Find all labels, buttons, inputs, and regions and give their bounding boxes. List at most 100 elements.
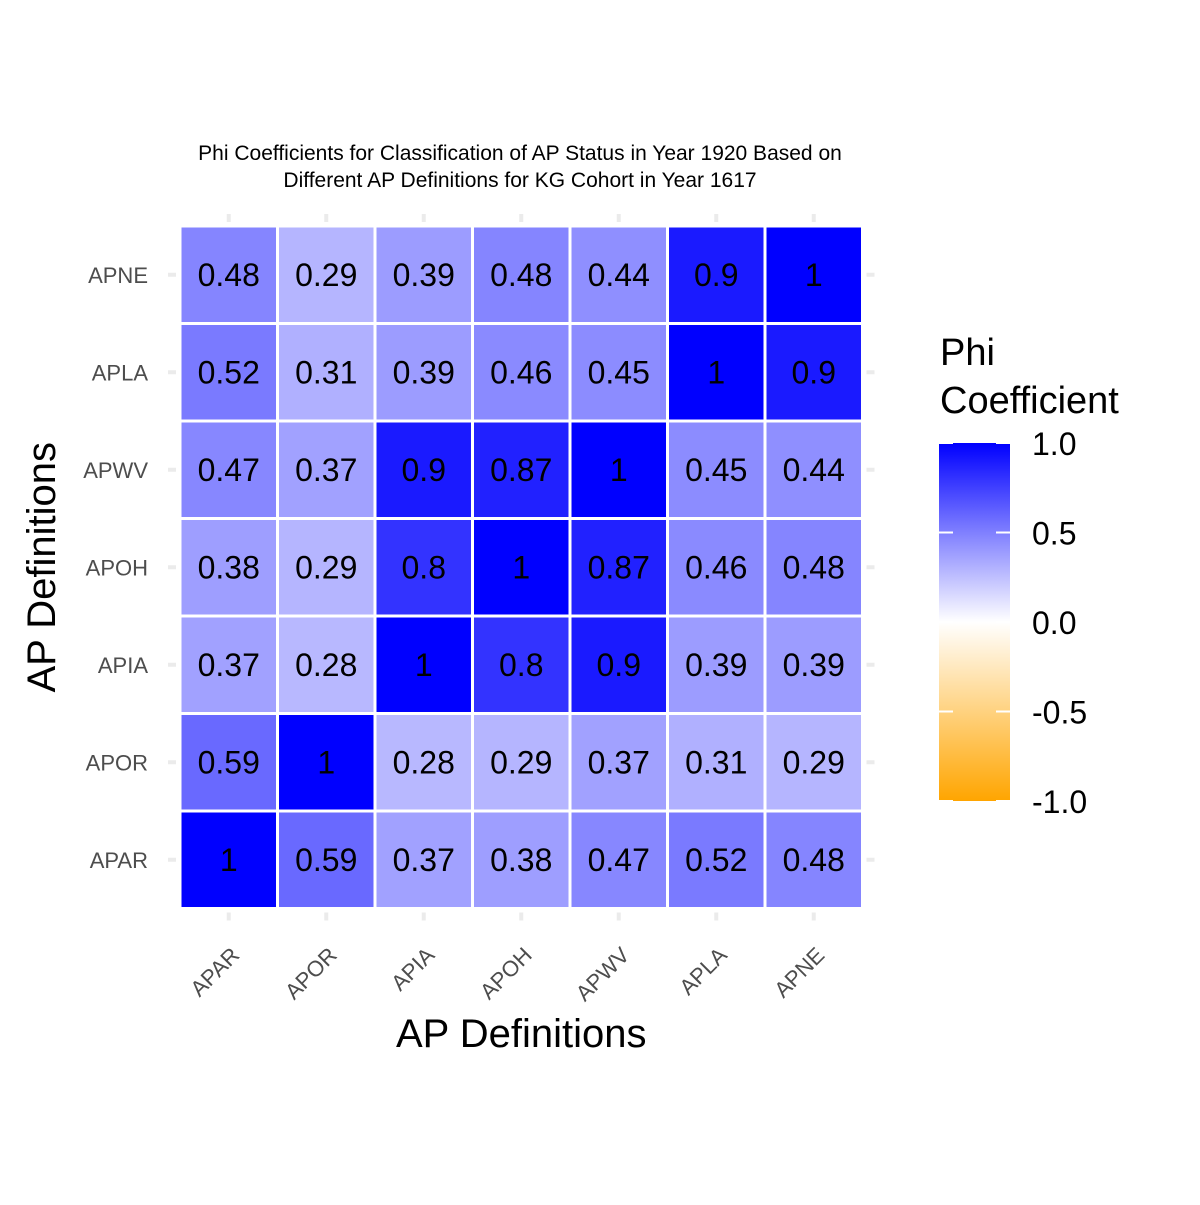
legend: Phi Coefficient 1.0 0.5 0.0 -0.5 -1.0 bbox=[939, 332, 1119, 820]
chart-title-line: Phi Coefficients for Classification of A… bbox=[198, 142, 842, 165]
legend-title: Phi Coefficient bbox=[940, 332, 1119, 422]
tile-value-label: 0.87 bbox=[490, 452, 552, 488]
tile-value-label: 0.38 bbox=[490, 842, 552, 878]
legend-title-line: Coefficient bbox=[940, 380, 1119, 422]
grid-lines bbox=[168, 214, 875, 921]
tile-value-label: 0.9 bbox=[694, 257, 738, 293]
tile-value-label: 0.28 bbox=[295, 647, 357, 683]
heatmap-tile bbox=[666, 224, 767, 325]
tile-value-label: 0.31 bbox=[685, 744, 747, 780]
tile-value-label: 1 bbox=[512, 549, 530, 585]
legend-title-line: Phi bbox=[940, 332, 995, 374]
x-tick-label: APOH bbox=[475, 942, 537, 1004]
heatmap-tile bbox=[763, 712, 864, 813]
tile-value-label: 1 bbox=[220, 842, 238, 878]
tile-value-label: 0.39 bbox=[393, 354, 455, 390]
tile-value-label: 1 bbox=[707, 354, 725, 390]
tile-value-label: 0.9 bbox=[597, 647, 641, 683]
heatmap-tile bbox=[471, 517, 572, 618]
heatmap-tile bbox=[276, 809, 377, 910]
heatmap-tile bbox=[178, 809, 279, 910]
tile-value-label: 0.37 bbox=[198, 647, 260, 683]
x-tick-label: APWV bbox=[571, 942, 635, 1006]
x-axis-title: AP Definitions bbox=[396, 1012, 647, 1056]
heatmap-tile bbox=[471, 322, 572, 423]
y-tick-label: APOR bbox=[86, 750, 148, 775]
tile-value-label: 0.39 bbox=[685, 647, 747, 683]
heatmap-tile bbox=[471, 712, 572, 813]
tile-value-label: 0.29 bbox=[490, 744, 552, 780]
tile-value-label: 1 bbox=[805, 257, 823, 293]
legend-tick-label: 0.5 bbox=[1032, 516, 1076, 552]
heatmap-tile bbox=[568, 517, 669, 618]
y-axis-title: AP Definitions bbox=[20, 442, 64, 693]
tile-value-label: 0.59 bbox=[295, 842, 357, 878]
tile-value-label: 0.37 bbox=[588, 744, 650, 780]
y-tick-label: APAR bbox=[90, 848, 148, 873]
tile-value-label: 0.29 bbox=[783, 744, 845, 780]
heatmap-tile bbox=[373, 614, 474, 715]
heatmap-tile bbox=[471, 419, 572, 520]
tile-value-label: 0.46 bbox=[490, 354, 552, 390]
heatmap-tiles bbox=[178, 224, 864, 910]
tile-value-label: 0.39 bbox=[393, 257, 455, 293]
tile-value-label: 0.59 bbox=[198, 744, 260, 780]
tile-value-label: 0.9 bbox=[792, 354, 836, 390]
heatmap-tile bbox=[471, 614, 572, 715]
heatmap-tile bbox=[568, 809, 669, 910]
tile-value-label: 1 bbox=[415, 647, 433, 683]
tile-value-label: 0.39 bbox=[783, 647, 845, 683]
tile-value-label: 1 bbox=[317, 744, 335, 780]
legend-tick-label: 1.0 bbox=[1032, 426, 1076, 462]
chart-title: Phi Coefficients for Classification of A… bbox=[198, 142, 842, 192]
heatmap-tile bbox=[568, 419, 669, 520]
tile-value-label: 0.8 bbox=[499, 647, 543, 683]
y-tick-label: APWV bbox=[83, 458, 148, 483]
heatmap-tile bbox=[568, 224, 669, 325]
tile-value-label: 0.52 bbox=[685, 842, 747, 878]
tile-value-label: 0.29 bbox=[295, 257, 357, 293]
tile-value-label: 0.28 bbox=[393, 744, 455, 780]
heatmap-tile bbox=[276, 224, 377, 325]
x-tick-label: APAR bbox=[185, 942, 244, 1001]
heatmap-tile bbox=[763, 224, 864, 325]
heatmap-tile bbox=[763, 809, 864, 910]
tile-value-label: 0.44 bbox=[588, 257, 650, 293]
tile-value-label: 0.87 bbox=[588, 549, 650, 585]
heatmap-tile bbox=[666, 419, 767, 520]
tile-value-label: 0.9 bbox=[402, 452, 446, 488]
heatmap-tile bbox=[276, 614, 377, 715]
heatmap-tile bbox=[276, 712, 377, 813]
chart-title-text: Phi Coefficients for Classification of A… bbox=[198, 142, 842, 192]
y-tick-label: APOH bbox=[86, 555, 148, 580]
y-tick-label: APNE bbox=[88, 263, 148, 288]
legend-tick-label: -1.0 bbox=[1032, 784, 1087, 820]
tile-value-label: 0.31 bbox=[295, 354, 357, 390]
heatmap-tile bbox=[666, 614, 767, 715]
chart-title-line: Different AP Definitions for KG Cohort i… bbox=[283, 169, 756, 192]
tile-value-label: 0.48 bbox=[783, 549, 845, 585]
tile-value-label: 0.46 bbox=[685, 549, 747, 585]
heatmap-tile bbox=[568, 322, 669, 423]
x-tick-label: APNE bbox=[769, 942, 829, 1002]
x-tick-label: APIA bbox=[386, 942, 439, 995]
legend-tick-label: 0.0 bbox=[1032, 605, 1076, 641]
tile-value-label: 1 bbox=[610, 452, 628, 488]
tile-value-label: 0.47 bbox=[198, 452, 260, 488]
heatmap-tile bbox=[178, 712, 279, 813]
y-tick-label: APIA bbox=[98, 653, 148, 678]
tile-value-label: 0.48 bbox=[783, 842, 845, 878]
heatmap-tile bbox=[373, 322, 474, 423]
heatmap-tile bbox=[178, 614, 279, 715]
heatmap-tile bbox=[471, 224, 572, 325]
tile-value-label: 0.38 bbox=[198, 549, 260, 585]
x-tick-label: APOR bbox=[280, 942, 342, 1004]
tile-value-label: 0.52 bbox=[198, 354, 260, 390]
tile-value-label: 0.45 bbox=[588, 354, 650, 390]
heatmap-tile bbox=[373, 809, 474, 910]
heatmap-tile bbox=[763, 517, 864, 618]
x-tick-label: APLA bbox=[674, 942, 732, 1000]
tile-value-label: 0.48 bbox=[490, 257, 552, 293]
tile-value-label: 0.37 bbox=[295, 452, 357, 488]
